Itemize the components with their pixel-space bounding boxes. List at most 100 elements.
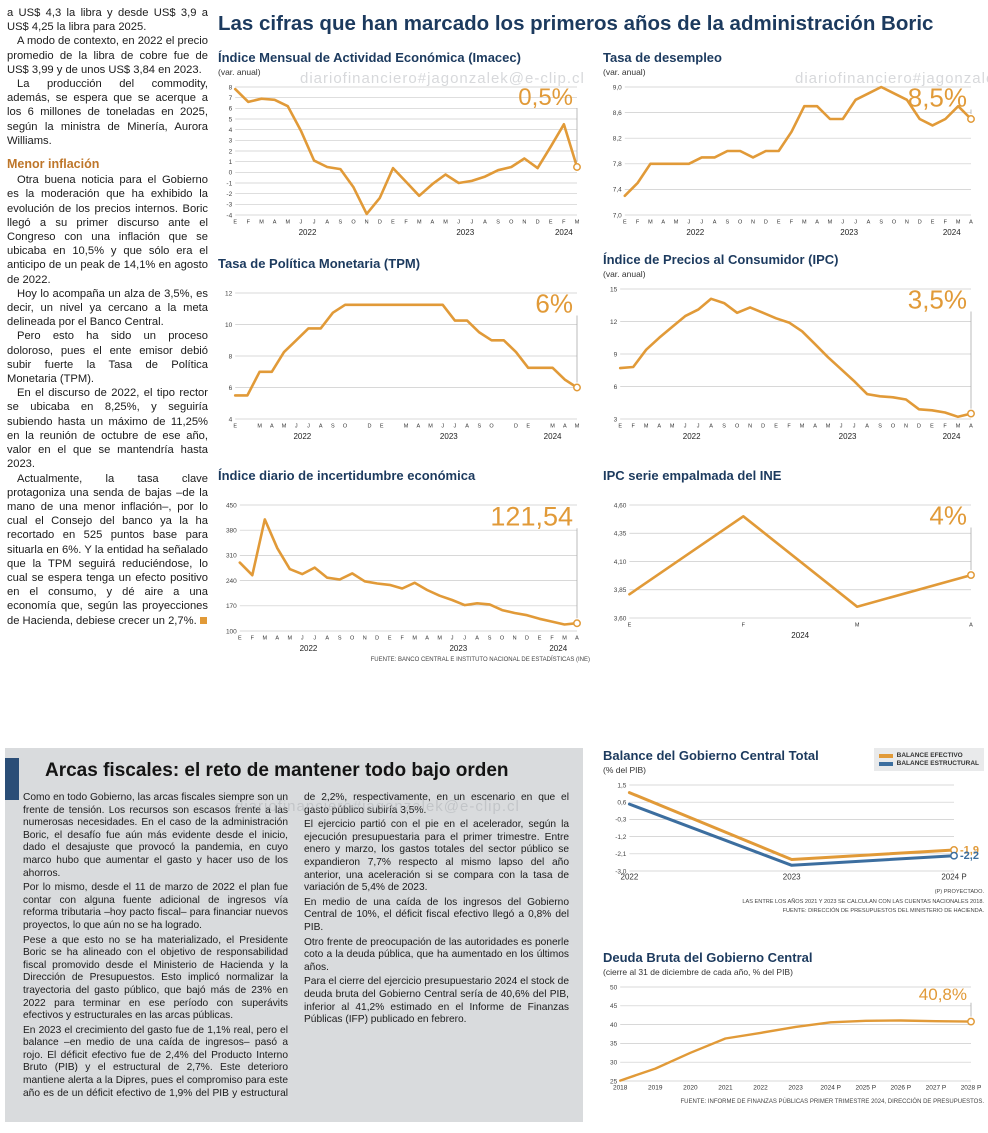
svg-text:35: 35	[610, 1041, 618, 1048]
svg-text:8,5%: 8,5%	[908, 83, 967, 113]
svg-text:6: 6	[614, 384, 618, 391]
svg-text:10: 10	[225, 322, 233, 329]
svg-text:-4: -4	[226, 212, 232, 219]
svg-text:M: M	[575, 424, 580, 430]
chart-deuda-bruta: Deuda Bruta del Gobierno Central (cierre…	[603, 950, 984, 1105]
chart-title: Índice de Precios al Consumidor (IPC)	[603, 252, 839, 267]
svg-text:2023: 2023	[440, 432, 458, 441]
svg-text:M: M	[575, 220, 580, 226]
fiscal-text-columns: Como en todo Gobierno, las arcas fiscale…	[5, 786, 583, 1106]
svg-text:2024: 2024	[943, 228, 961, 237]
svg-text:50: 50	[610, 984, 618, 991]
svg-text:S: S	[878, 424, 882, 430]
svg-text:M: M	[562, 636, 567, 642]
svg-text:40: 40	[610, 1022, 618, 1029]
svg-text:2022: 2022	[621, 873, 639, 882]
svg-text:4: 4	[229, 127, 233, 134]
svg-text:F: F	[636, 220, 640, 226]
svg-text:2026 P: 2026 P	[891, 1085, 912, 1092]
chart-title: Tasa de Política Monetaria (TPM)	[218, 256, 421, 271]
svg-text:A: A	[865, 424, 869, 430]
svg-text:F: F	[632, 424, 636, 430]
svg-text:A: A	[709, 424, 713, 430]
svg-text:A: A	[969, 424, 973, 430]
svg-text:1,5: 1,5	[617, 782, 626, 789]
svg-text:0: 0	[229, 170, 233, 177]
svg-text:A: A	[815, 220, 819, 226]
svg-text:J: J	[854, 220, 857, 226]
paragraph: Por lo mismo, desde el 11 de marzo de 20…	[23, 882, 288, 931]
svg-text:8: 8	[229, 84, 233, 91]
svg-text:A: A	[319, 424, 323, 430]
paragraph: La producción del commodity, además, se …	[7, 78, 208, 147]
end-of-article-marker	[199, 616, 207, 624]
svg-text:E: E	[538, 636, 542, 642]
svg-text:M: M	[674, 220, 679, 226]
paragraph: Actualmente, la tasa clave protagoniza u…	[7, 472, 208, 628]
svg-text:F: F	[742, 623, 746, 629]
svg-text:D: D	[761, 424, 765, 430]
svg-text:M: M	[428, 424, 433, 430]
svg-text:240: 240	[226, 578, 237, 585]
svg-text:12: 12	[225, 290, 233, 297]
chart-ipc-empalmada: IPC serie empalmada del INE 4,60 4,35 4,10…	[603, 468, 984, 642]
chart-subtitle	[603, 485, 984, 497]
svg-text:E: E	[623, 220, 627, 226]
svg-text:100: 100	[226, 628, 237, 635]
svg-text:O: O	[350, 636, 355, 642]
svg-text:J: J	[441, 424, 444, 430]
svg-text:D: D	[918, 220, 922, 226]
svg-text:M: M	[285, 220, 290, 226]
svg-text:2023: 2023	[456, 228, 474, 237]
svg-text:J: J	[295, 424, 298, 430]
svg-text:2024: 2024	[544, 432, 562, 441]
svg-text:E: E	[238, 636, 242, 642]
svg-text:3,60: 3,60	[614, 615, 627, 622]
fiscal-title: Arcas fiscales: el reto de mantener todo…	[45, 760, 509, 781]
svg-text:2022: 2022	[299, 228, 317, 237]
svg-text:A: A	[563, 424, 567, 430]
svg-text:J: J	[684, 424, 687, 430]
paragraph: En el discurso de 2022, el tipo rector s…	[7, 387, 208, 471]
svg-text:8,6: 8,6	[613, 110, 622, 117]
svg-text:2023: 2023	[783, 873, 801, 882]
chart-footnote: FUENTE: DIRECCIÓN DE PRESUPUESTOS DEL MI…	[782, 908, 984, 914]
svg-text:J: J	[463, 636, 466, 642]
svg-text:2027 P: 2027 P	[926, 1085, 947, 1092]
paragraph-text: Actualmente, la tasa clave protagoniza u…	[7, 472, 208, 627]
svg-text:F: F	[790, 220, 794, 226]
legend-swatch-estructural	[878, 761, 893, 766]
svg-text:A: A	[661, 220, 665, 226]
chart-title: Balance del Gobierno Central Total	[603, 748, 819, 763]
svg-text:2023: 2023	[839, 432, 857, 441]
svg-text:M: M	[670, 424, 675, 430]
svg-text:F: F	[787, 424, 791, 430]
fiscal-section: Arcas fiscales: el reto de mantener todo…	[5, 748, 583, 1122]
svg-text:-1,2: -1,2	[615, 834, 627, 841]
svg-text:310: 310	[226, 553, 237, 560]
svg-text:A: A	[475, 636, 479, 642]
svg-text:D: D	[917, 424, 921, 430]
svg-text:E: E	[391, 220, 395, 226]
svg-text:F: F	[404, 220, 408, 226]
svg-text:1: 1	[229, 159, 233, 166]
svg-text:A: A	[270, 424, 274, 430]
svg-text:2024: 2024	[791, 631, 809, 640]
svg-text:S: S	[488, 636, 492, 642]
svg-text:F: F	[944, 220, 948, 226]
chart-subtitle: (% del PIB)	[603, 765, 646, 775]
chart-subtitle: (var. anual)	[603, 67, 646, 77]
svg-text:2021: 2021	[718, 1085, 733, 1092]
svg-text:D: D	[514, 424, 518, 430]
svg-text:8,2: 8,2	[613, 136, 622, 143]
svg-text:E: E	[380, 424, 384, 430]
svg-text:9: 9	[614, 351, 618, 358]
svg-text:N: N	[751, 220, 755, 226]
svg-text:F: F	[251, 636, 255, 642]
svg-text:A: A	[713, 220, 717, 226]
svg-text:2023: 2023	[788, 1085, 803, 1092]
svg-text:2024 P: 2024 P	[941, 873, 966, 882]
svg-text:450: 450	[226, 502, 237, 509]
svg-text:S: S	[879, 220, 883, 226]
legend-swatch-efectivo	[878, 753, 893, 758]
